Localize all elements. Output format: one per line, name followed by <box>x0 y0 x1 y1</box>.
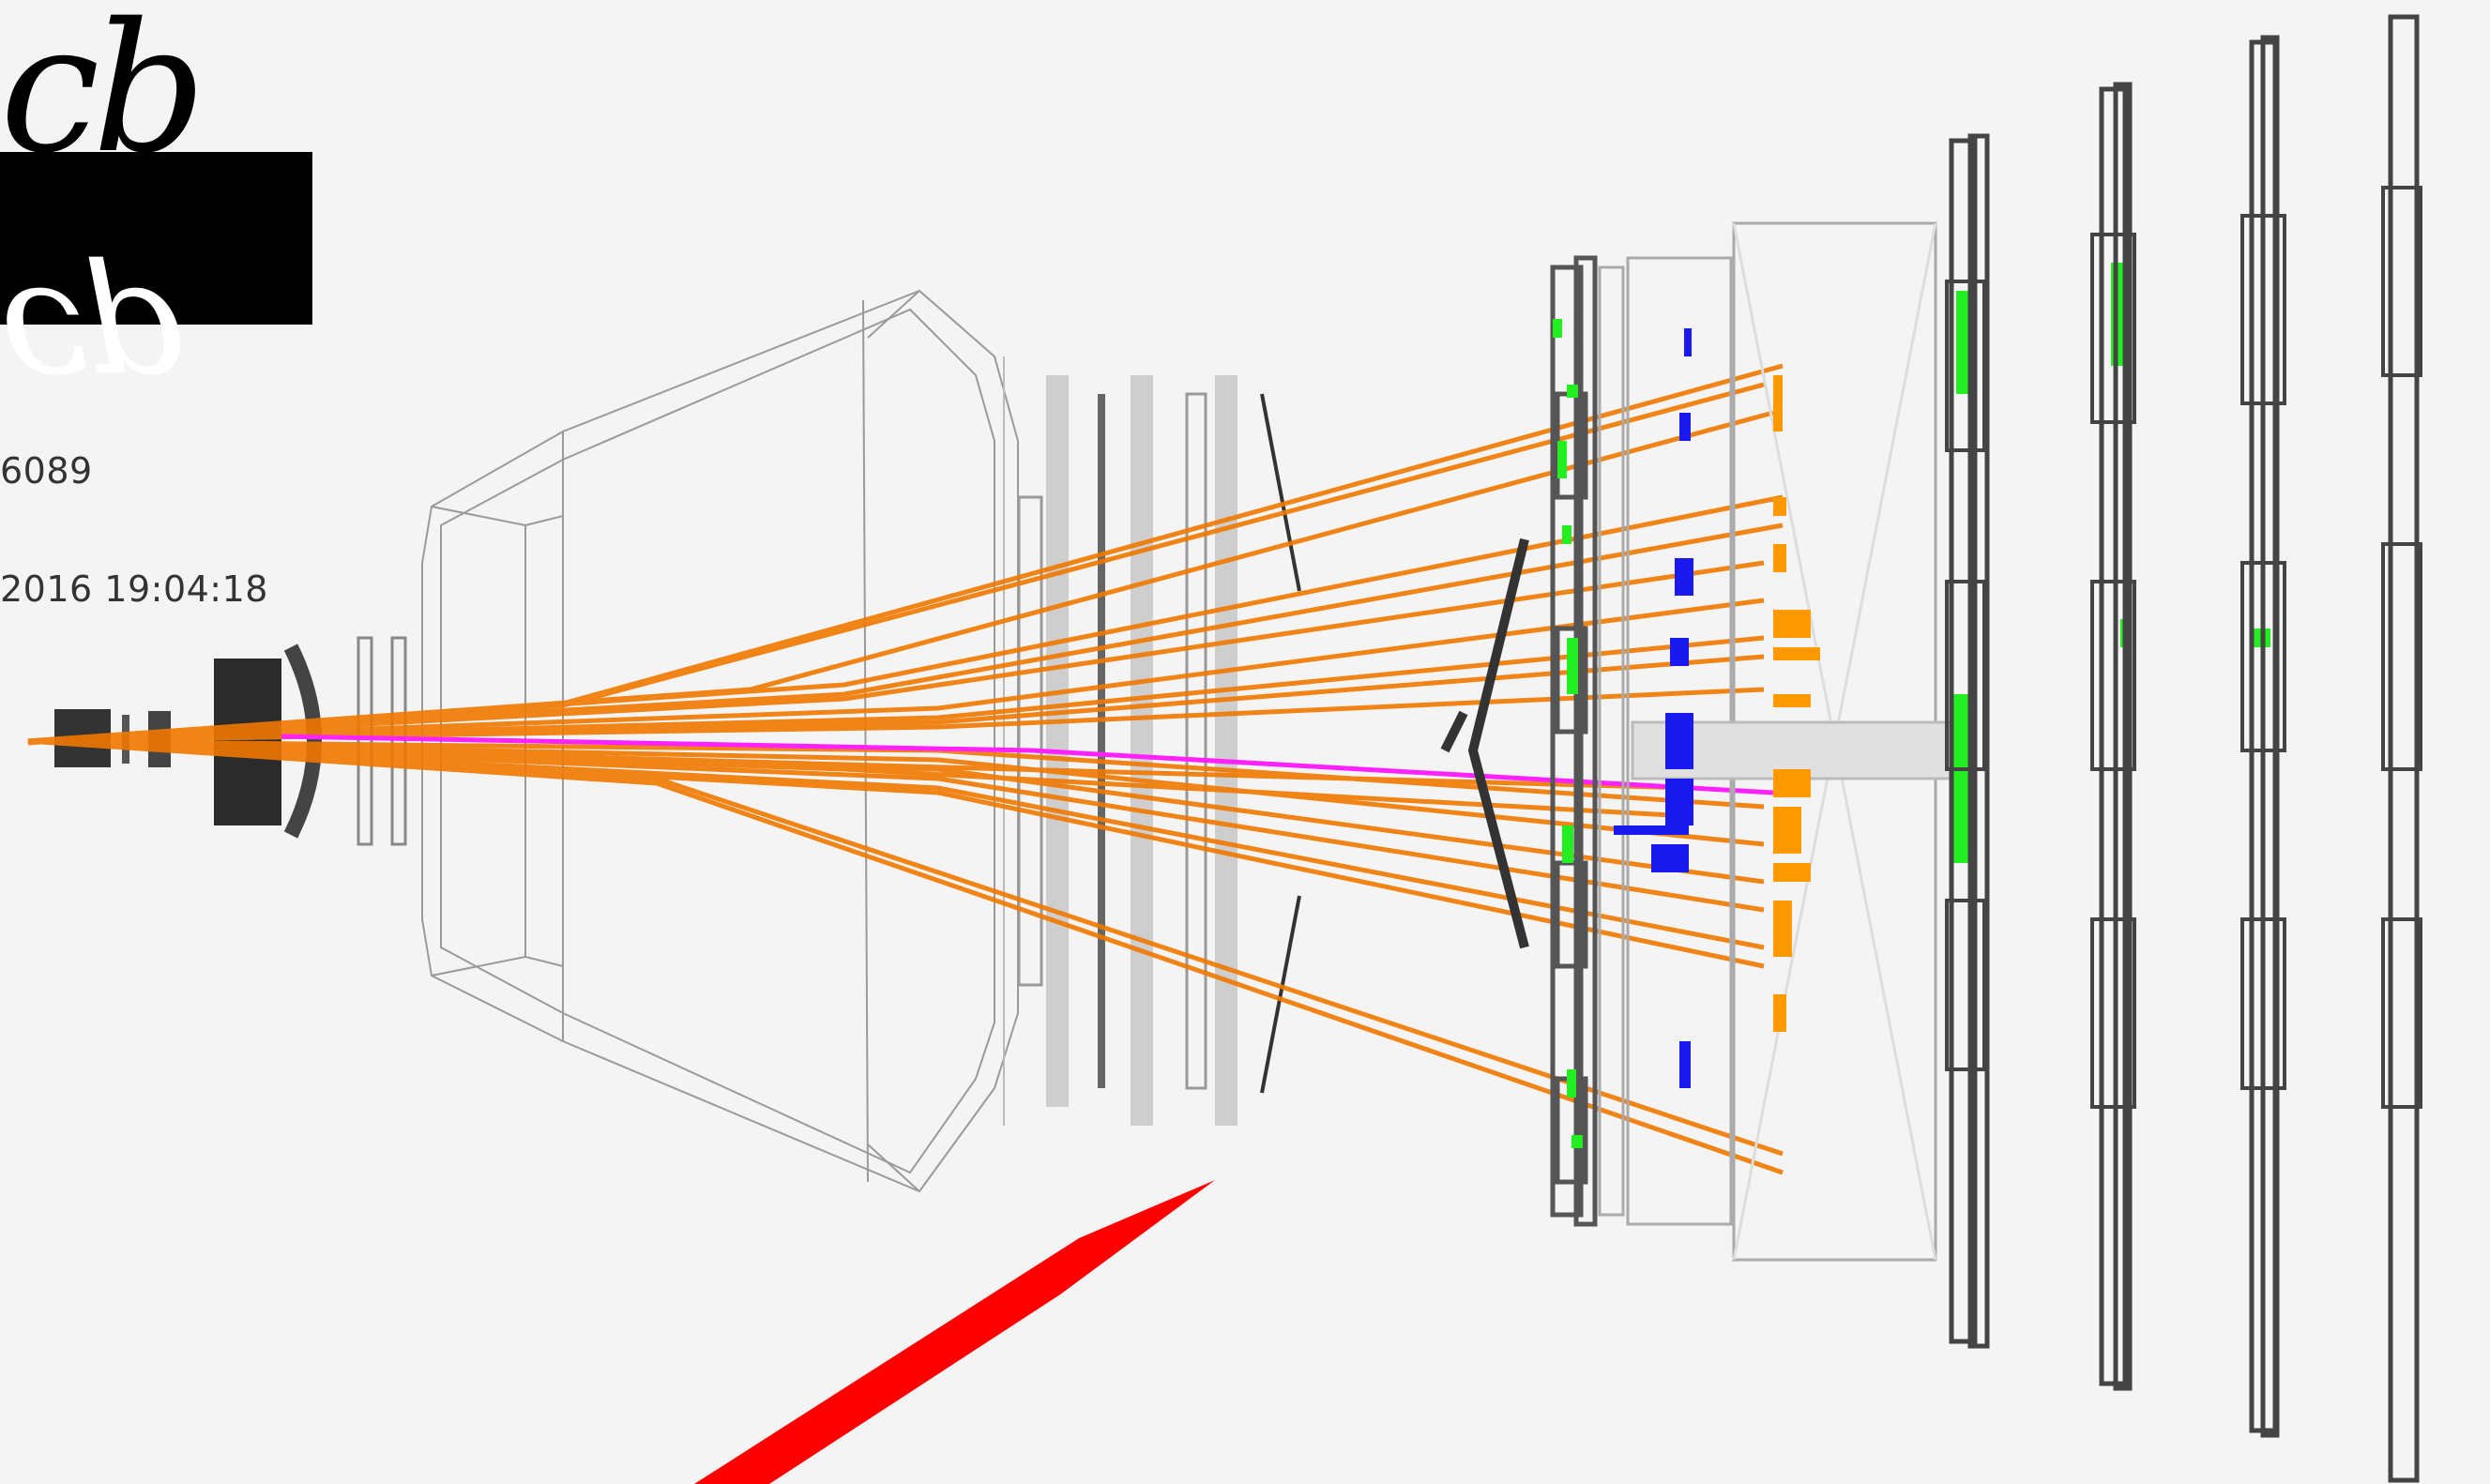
red-pointer-arrow <box>694 1180 1215 1484</box>
particle-tracks <box>27 363 1784 1175</box>
event-datetime-label: 2016 19:04:18 <box>0 568 268 610</box>
rich1-detector <box>421 289 1019 1193</box>
ecal-deposits <box>1614 328 1693 1088</box>
highlight-track <box>281 734 1774 795</box>
magnet-chevron <box>1440 538 1529 949</box>
hcal-deposits <box>1773 375 1820 1032</box>
lhcb-logo-text: cb <box>0 0 206 192</box>
run-number-label: 6089 <box>0 450 93 492</box>
muon-stations <box>1945 14 2422 1483</box>
lhcb-logo: cp <box>0 152 312 437</box>
tracking-stations <box>1550 255 1598 1227</box>
tracker-turicensis <box>1017 375 1301 1126</box>
muon-hits <box>1553 263 2270 1148</box>
